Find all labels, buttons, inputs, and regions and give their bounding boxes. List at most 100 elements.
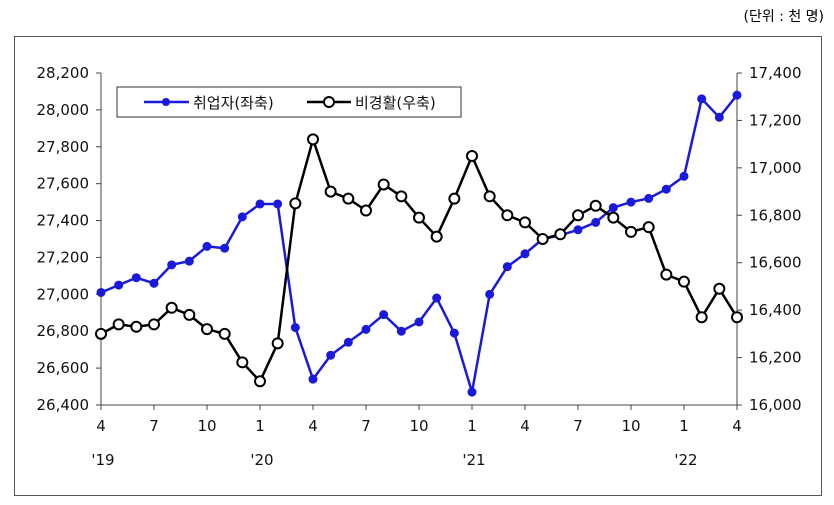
left-tick-label: 27,600 — [37, 175, 90, 193]
data-point-inactive — [112, 318, 125, 331]
legend-box — [116, 86, 462, 118]
data-point-inactive — [695, 311, 708, 324]
left-tick-label: 27,000 — [37, 285, 90, 303]
x-tick-label: 1 — [467, 417, 477, 435]
data-point-employed — [184, 256, 194, 266]
series-layer — [95, 90, 743, 397]
x-tick-label: 4 — [732, 417, 742, 435]
data-point-inactive — [324, 185, 337, 198]
data-point-employed — [326, 350, 336, 360]
data-point-inactive — [218, 327, 231, 340]
data-point-employed — [432, 293, 442, 303]
data-point-employed — [290, 323, 300, 333]
data-point-inactive — [289, 197, 302, 210]
data-point-inactive — [413, 211, 425, 224]
right-tick-label: 17,000 — [749, 159, 802, 177]
data-point-employed — [697, 94, 707, 104]
tick-labels: 26,400 26,600 26,800 27,000 27,200 27,400 27,6… — [37, 64, 802, 469]
data-point-inactive — [466, 150, 478, 162]
data-point-inactive — [501, 209, 514, 222]
x-tick-label: 4 — [520, 417, 530, 435]
data-point-inactive — [642, 221, 655, 234]
data-point-employed — [449, 328, 459, 338]
data-point-employed — [714, 112, 724, 122]
left-tick-label: 27,800 — [37, 138, 90, 156]
left-tick-label: 26,600 — [37, 359, 90, 377]
x-tick-label: 7 — [573, 417, 583, 435]
x-tick-label: 4 — [308, 417, 318, 435]
x-tick-label: 1 — [255, 417, 265, 435]
data-point-employed — [626, 197, 636, 207]
data-point-inactive — [395, 190, 408, 203]
data-point-inactive — [271, 337, 284, 350]
data-point-inactive — [731, 311, 743, 324]
data-point-inactive — [165, 301, 178, 314]
data-point-inactive — [95, 327, 107, 340]
data-point-employed — [220, 243, 230, 253]
data-point-inactive — [713, 282, 726, 295]
x-tick-label: 4 — [96, 417, 106, 435]
data-point-employed — [591, 217, 601, 227]
data-point-inactive — [130, 320, 143, 333]
data-point-employed — [661, 184, 671, 194]
data-point-inactive — [519, 216, 531, 229]
data-point-inactive — [360, 204, 372, 217]
data-point-employed — [149, 278, 159, 288]
legend-label-inactive: 비경활(우축) — [355, 94, 436, 112]
legend-marker-inactive — [323, 96, 335, 108]
data-point-inactive — [448, 192, 461, 205]
data-point-inactive — [148, 318, 160, 331]
left-tick-label: 26,400 — [37, 396, 90, 414]
data-point-employed — [379, 310, 389, 320]
data-point-employed — [396, 326, 406, 336]
right-tick-label: 16,400 — [749, 301, 802, 319]
left-tick-label: 26,800 — [37, 322, 90, 340]
right-tick-label: 17,400 — [749, 64, 802, 82]
data-point-inactive — [660, 268, 673, 281]
data-point-employed — [485, 289, 495, 299]
data-point-employed — [343, 337, 353, 347]
data-point-employed — [502, 262, 512, 272]
data-point-inactive — [307, 133, 319, 146]
x-tick-label: 7 — [149, 417, 159, 435]
x-tick-label: 7 — [361, 417, 371, 435]
unit-label: (단위 : 천 명) — [743, 9, 824, 25]
right-tick-label: 16,200 — [749, 349, 802, 367]
x-tick-label: 10 — [197, 417, 216, 435]
legend-label-employed: 취업자(좌축) — [193, 94, 274, 112]
x-tick-label: 1 — [679, 417, 689, 435]
series-line-2 — [100, 138, 739, 383]
data-point-employed — [467, 387, 477, 397]
data-point-employed — [608, 203, 618, 213]
data-point-employed — [644, 193, 654, 203]
data-point-employed — [237, 212, 247, 222]
data-point-inactive — [678, 275, 690, 288]
x-tick-label: 10 — [409, 417, 428, 435]
data-point-inactive — [236, 356, 249, 369]
data-point-inactive — [342, 192, 355, 205]
data-point-employed — [202, 241, 212, 251]
year-label: '21 — [462, 451, 485, 469]
data-point-employed — [96, 287, 106, 297]
data-point-inactive — [554, 228, 567, 241]
data-point-inactive — [201, 323, 213, 336]
data-point-employed — [573, 225, 583, 235]
data-point-employed — [361, 324, 371, 334]
left-tick-label: 27,200 — [37, 248, 90, 266]
x-tick-label: 10 — [621, 417, 640, 435]
legend-marker-employed — [162, 98, 170, 106]
axes — [96, 72, 742, 410]
data-point-employed — [414, 317, 424, 327]
data-point-inactive — [625, 225, 637, 238]
data-point-employed — [308, 374, 318, 384]
data-point-employed — [131, 273, 141, 283]
data-point-inactive — [536, 233, 549, 245]
legend: 취업자(좌축) 비경활(우축) — [116, 86, 462, 118]
data-point-inactive — [183, 308, 196, 321]
right-tick-label: 16,800 — [749, 206, 802, 224]
left-tick-label: 28,200 — [37, 64, 90, 82]
data-point-employed — [114, 280, 124, 290]
year-label: '22 — [674, 451, 697, 469]
left-tick-label: 27,400 — [37, 212, 90, 230]
